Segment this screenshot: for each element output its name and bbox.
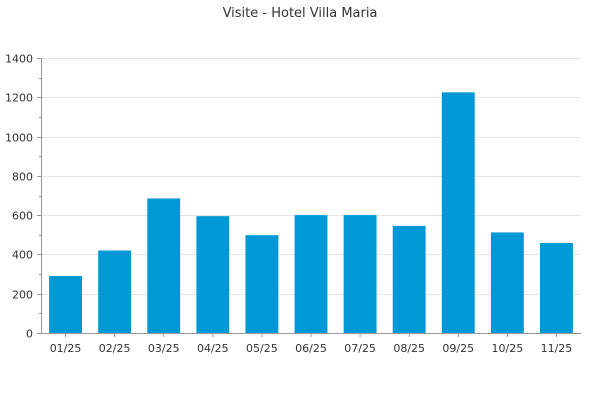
x-tick-label: 03/25 [148,342,180,355]
x-tick-label: 01/25 [50,342,82,355]
bar-08-25 [392,225,426,333]
y-tick-label: 800 [12,171,33,184]
y-tick-label: 1000 [5,132,33,145]
bar-04-25 [196,216,230,333]
y-axis-ticks: 0 200 400 600 800 1000 1200 1400 [5,53,41,341]
x-axis-ticks: 01/25 02/25 03/25 04/25 05/25 06/25 07/25 08/25… [50,333,573,355]
bar-01-25 [49,276,82,333]
bar-06-25 [294,215,328,333]
bar-11-25 [540,243,573,333]
y-tick-label: 200 [12,289,33,302]
y-tick-label: 0 [26,328,33,341]
bar-05-25 [245,235,279,333]
x-tick-label: 06/25 [295,342,327,355]
x-tick-label: 09/25 [442,342,474,355]
y-tick-label: 1200 [5,92,33,105]
x-tick-label: 04/25 [197,342,229,355]
y-tick-label: 600 [12,210,33,223]
y-tick-label: 1400 [5,53,33,66]
x-tick-label: 08/25 [393,342,425,355]
bar-02-25 [98,250,132,333]
bars [49,92,573,333]
bar-07-25 [343,215,377,333]
bar-10-25 [490,232,524,333]
x-tick-label: 05/25 [246,342,278,355]
bar-09-25 [441,92,475,333]
bar-03-25 [147,198,181,333]
x-tick-label: 11/25 [541,342,573,355]
chart-title: Visite - Hotel Villa Maria [223,6,378,21]
x-tick-label: 02/25 [99,342,131,355]
x-tick-label: 10/25 [492,342,524,355]
y-tick-label: 400 [12,249,33,262]
x-tick-label: 07/25 [344,342,376,355]
